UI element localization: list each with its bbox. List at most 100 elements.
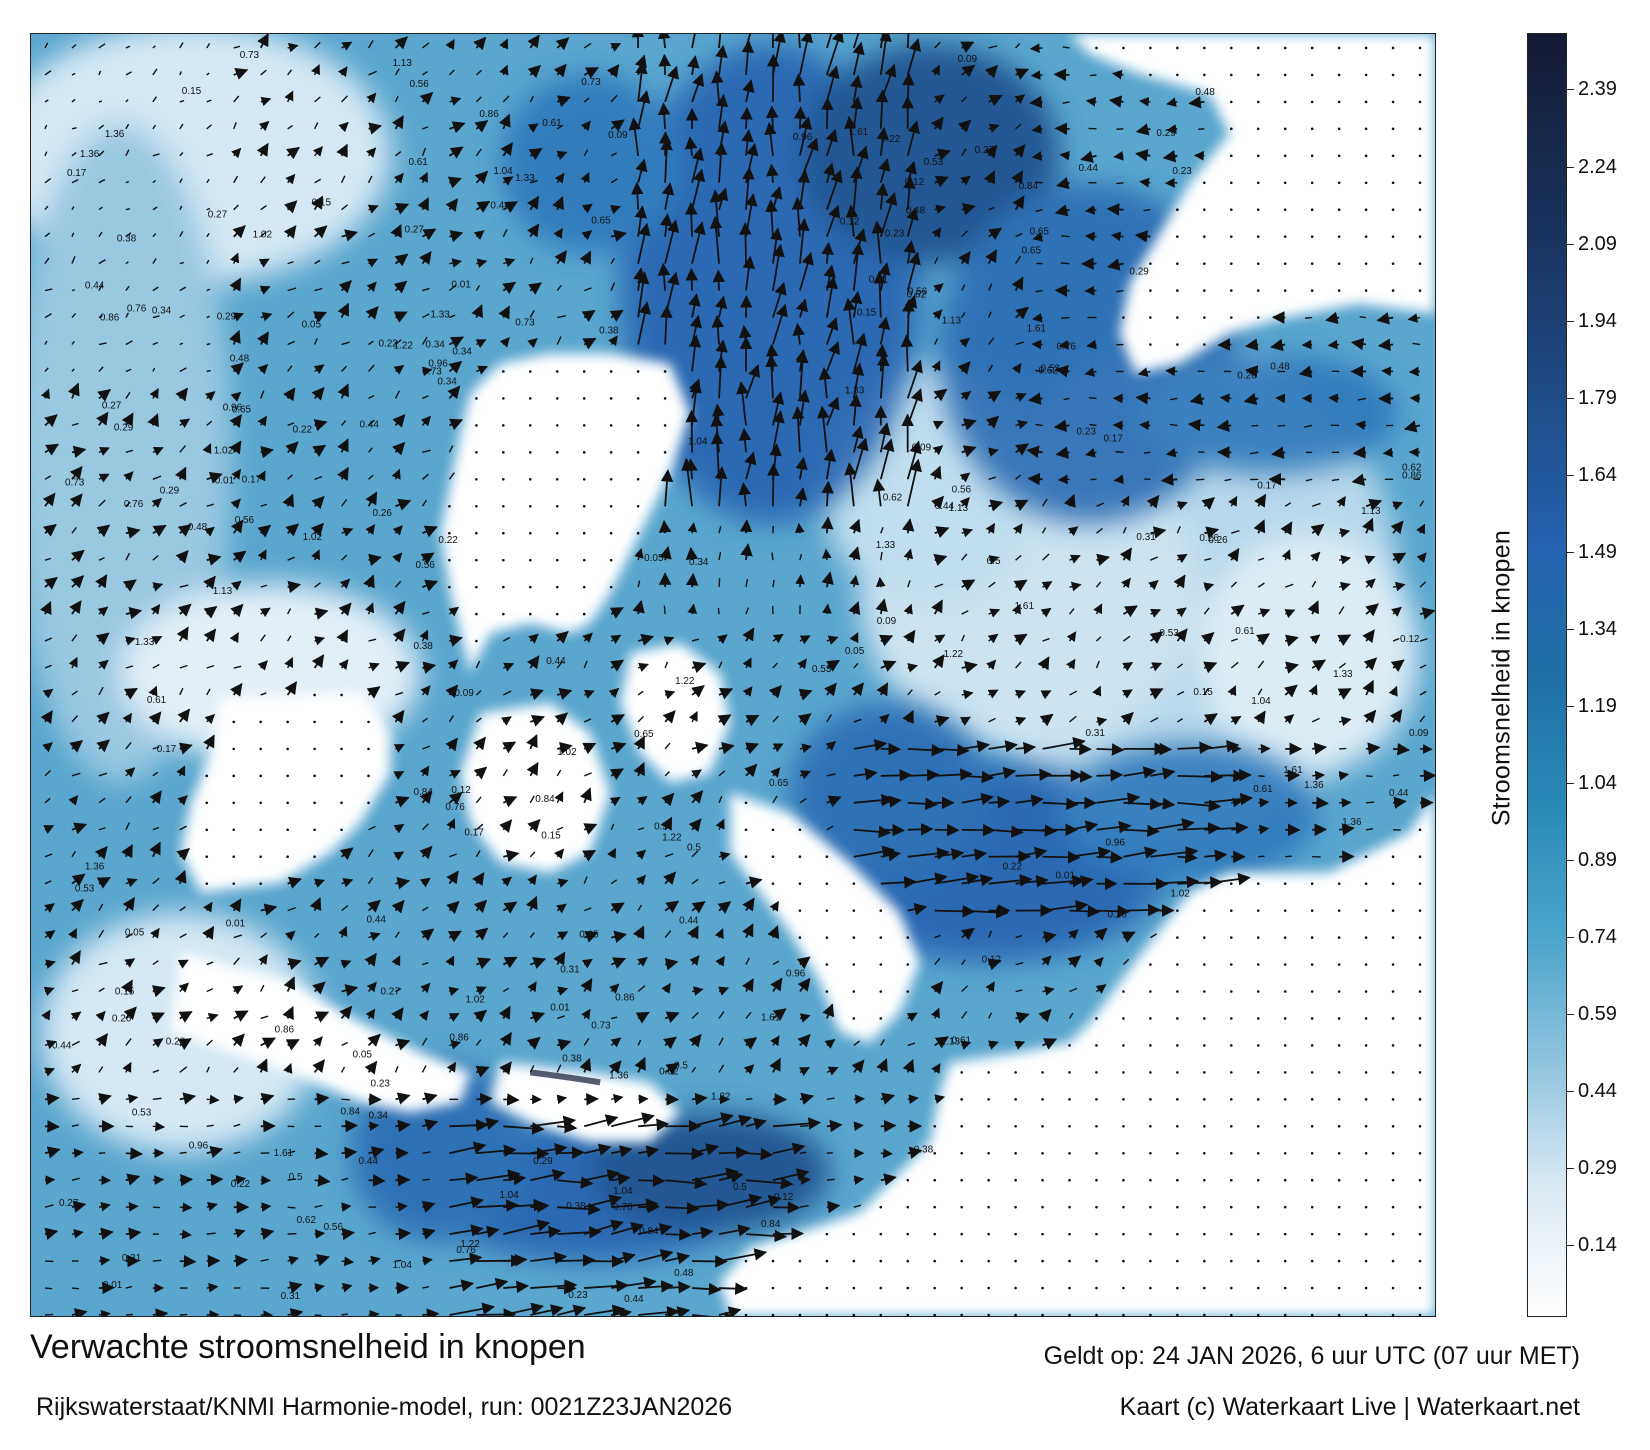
grid-dot bbox=[1041, 1205, 1044, 1209]
grid-dot bbox=[555, 612, 559, 616]
current-arrow bbox=[1015, 43, 1021, 49]
current-arrow bbox=[799, 116, 813, 157]
grid-dot bbox=[771, 1286, 775, 1290]
current-arrow bbox=[233, 95, 240, 103]
current-arrow bbox=[684, 136, 698, 156]
current-arrow bbox=[1165, 447, 1178, 458]
grid-dot bbox=[1041, 1151, 1044, 1155]
current-arrow bbox=[961, 203, 976, 216]
grid-dot bbox=[502, 531, 505, 535]
current-arrow bbox=[718, 1282, 748, 1295]
current-arrow bbox=[987, 311, 992, 318]
grid-dot bbox=[663, 424, 667, 427]
grid-dot bbox=[987, 1313, 990, 1316]
colorbar-tick-mark bbox=[1567, 320, 1574, 322]
grid-dot bbox=[1310, 1151, 1314, 1155]
grid-dot bbox=[286, 828, 289, 832]
colorbar-tick-label: 0.44 bbox=[1578, 1080, 1617, 1103]
grid-dot bbox=[1310, 235, 1314, 238]
grid-dot bbox=[1283, 46, 1287, 50]
current-arrow bbox=[1227, 547, 1240, 562]
speed-label: 0.76 bbox=[1057, 342, 1077, 353]
grid-dot bbox=[1418, 1205, 1422, 1209]
speed-label: 1.13 bbox=[392, 58, 412, 69]
current-arrow bbox=[366, 147, 377, 158]
current-arrow bbox=[44, 576, 58, 590]
current-arrow bbox=[229, 414, 242, 428]
colorbar-tick-mark bbox=[1567, 551, 1574, 553]
grid-dot bbox=[1364, 1178, 1368, 1182]
speed-label: 0.17 bbox=[464, 828, 484, 839]
current-arrow bbox=[1176, 501, 1188, 511]
current-arrow bbox=[1084, 205, 1097, 215]
current-arrow bbox=[1042, 553, 1050, 561]
current-arrow bbox=[871, 220, 885, 264]
speed-label: 0.76 bbox=[456, 1245, 476, 1256]
grid-dot bbox=[1337, 1178, 1341, 1182]
grid-dot bbox=[1149, 1017, 1152, 1020]
current-arrow bbox=[392, 600, 406, 615]
grid-dot bbox=[1095, 1044, 1098, 1047]
current-arrow bbox=[449, 258, 463, 268]
current-arrow bbox=[44, 232, 51, 238]
current-arrow bbox=[826, 34, 833, 49]
current-arrow bbox=[610, 229, 627, 242]
current-arrow bbox=[988, 94, 1003, 107]
current-arrow bbox=[552, 196, 564, 211]
speed-label: 0.22 bbox=[881, 134, 901, 145]
current-arrow bbox=[852, 34, 860, 49]
current-arrow bbox=[1245, 365, 1259, 378]
colorbar-tick-label: 1.04 bbox=[1578, 771, 1617, 794]
current-arrow bbox=[152, 446, 164, 456]
grid-dot bbox=[933, 1259, 937, 1263]
grid-dot bbox=[609, 585, 613, 589]
current-arrow bbox=[206, 232, 210, 238]
current-arrow bbox=[287, 311, 295, 319]
current-arrow bbox=[988, 45, 998, 49]
current-arrow bbox=[987, 390, 1002, 403]
current-arrow bbox=[906, 458, 922, 507]
grid-dot bbox=[1391, 909, 1395, 912]
grid-dot bbox=[1310, 289, 1314, 292]
current-arrow bbox=[368, 1310, 380, 1316]
current-arrow bbox=[638, 1174, 666, 1187]
grid-dot bbox=[1149, 316, 1152, 319]
current-arrow bbox=[71, 690, 78, 696]
grid-dot bbox=[1256, 1124, 1260, 1128]
current-arrow bbox=[284, 90, 294, 103]
current-arrow bbox=[1392, 742, 1410, 756]
speed-label: 0.31 bbox=[1085, 728, 1105, 739]
current-arrow bbox=[152, 1259, 162, 1262]
current-arrow bbox=[98, 100, 103, 103]
current-arrow bbox=[1390, 659, 1405, 672]
current-arrow bbox=[421, 336, 428, 345]
current-arrow bbox=[340, 498, 348, 507]
current-arrow bbox=[206, 1173, 224, 1187]
grid-dot bbox=[1149, 343, 1152, 346]
speed-label: 0.17 bbox=[1103, 433, 1123, 444]
current-arrow bbox=[44, 205, 49, 211]
current-arrow bbox=[448, 445, 454, 453]
current-arrow bbox=[71, 127, 77, 130]
current-arrow bbox=[287, 261, 294, 265]
grid-dot bbox=[1203, 343, 1206, 346]
grid-dot bbox=[1364, 1313, 1368, 1316]
current-arrow bbox=[557, 314, 566, 319]
current-arrow bbox=[1110, 231, 1124, 242]
grid-dot bbox=[1418, 289, 1422, 292]
grid-dot bbox=[1283, 1071, 1287, 1074]
current-arrow bbox=[1089, 74, 1097, 77]
current-arrow bbox=[880, 1148, 893, 1159]
grid-dot bbox=[528, 558, 532, 562]
grid-dot bbox=[1418, 1044, 1422, 1047]
grid-dot bbox=[933, 1124, 937, 1128]
current-arrow bbox=[368, 638, 377, 642]
speed-label: 0.86 bbox=[479, 109, 499, 120]
current-arrow bbox=[44, 1287, 53, 1290]
grid-dot bbox=[1283, 127, 1287, 131]
current-arrow bbox=[40, 388, 50, 400]
current-arrow bbox=[71, 340, 75, 345]
current-arrow bbox=[98, 206, 103, 211]
current-arrow bbox=[502, 176, 514, 186]
current-arrow bbox=[1069, 905, 1101, 918]
